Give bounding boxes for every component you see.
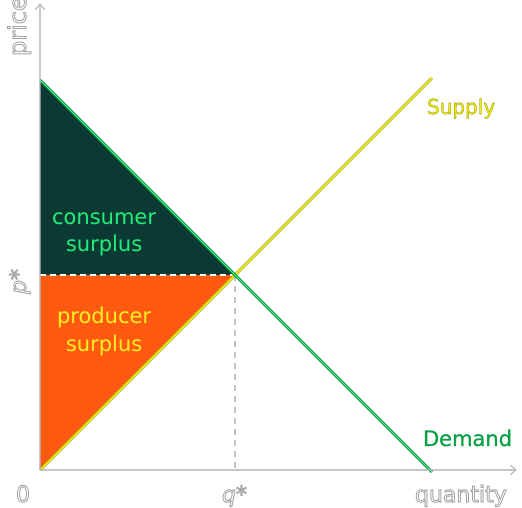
consumer-surplus-label-line1: consumer: [52, 205, 156, 229]
demand-curve-highlight: [39, 79, 433, 473]
quantity-star-label: q*: [222, 483, 247, 508]
demand-label: Demand: [423, 427, 512, 451]
y-axis-label: price: [4, 0, 32, 56]
consumer-surplus-label-line2: surplus: [66, 232, 142, 256]
producer-surplus-label-line1: producer: [57, 304, 151, 328]
price-star-label: p*: [7, 269, 32, 295]
origin-label: 0: [16, 483, 30, 508]
x-axis-label: quantity: [415, 483, 507, 508]
supply-label: Supply: [427, 95, 495, 119]
producer-surplus-label-line2: surplus: [66, 332, 142, 356]
